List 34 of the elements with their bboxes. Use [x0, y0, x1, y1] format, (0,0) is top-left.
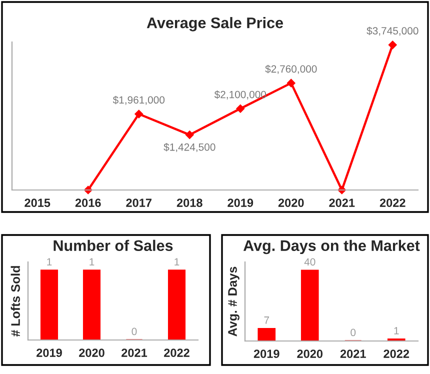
x-tick-label: 2022 [164, 348, 190, 358]
data-label: 1 [90, 258, 94, 266]
data-label: 0 [350, 328, 356, 336]
data-label: 1 [174, 258, 180, 266]
x-tick-label: 2017 [126, 198, 152, 208]
data-label: $2,760,000 [265, 64, 317, 74]
x-tick-label: 2019 [228, 198, 254, 208]
data-label: 40 [304, 258, 316, 266]
x-tick-label: 2019 [36, 348, 62, 358]
data-label: 7 [264, 316, 269, 324]
chart-title: Avg. Days on the Market [243, 240, 420, 254]
x-tick-label: 2018 [176, 198, 202, 208]
data-label: $3,745,000 [366, 26, 418, 36]
data-label: $1,961,000 [112, 96, 165, 105]
x-tick-label: 2020 [278, 198, 304, 208]
data-label: 1 [47, 258, 52, 266]
x-tick-label: 2016 [75, 198, 101, 208]
data-label: $1,424,500 [164, 142, 216, 152]
data-label: 0 [132, 328, 137, 336]
x-tick-label: 2019 [254, 350, 280, 358]
x-tick-label: 2015 [24, 198, 50, 208]
x-tick-label: 2021 [340, 350, 366, 358]
data-label: $2,100,000 [214, 90, 266, 100]
data-label: 1 [394, 327, 399, 334]
chart-title: Number of Sales [54, 240, 173, 252]
x-tick-label: 2022 [384, 350, 410, 358]
x-tick-label: 2021 [329, 198, 355, 208]
y-axis-title: Avg. # Days [228, 266, 240, 336]
chart-title: Average Sale Price [146, 17, 283, 32]
y-axis-title: # Lofts Sold [10, 266, 20, 337]
x-tick-label: 2020 [79, 348, 104, 358]
x-tick-label: 2021 [122, 348, 148, 358]
x-tick-label: 2022 [380, 198, 406, 208]
x-tick-label: 2020 [297, 350, 323, 358]
